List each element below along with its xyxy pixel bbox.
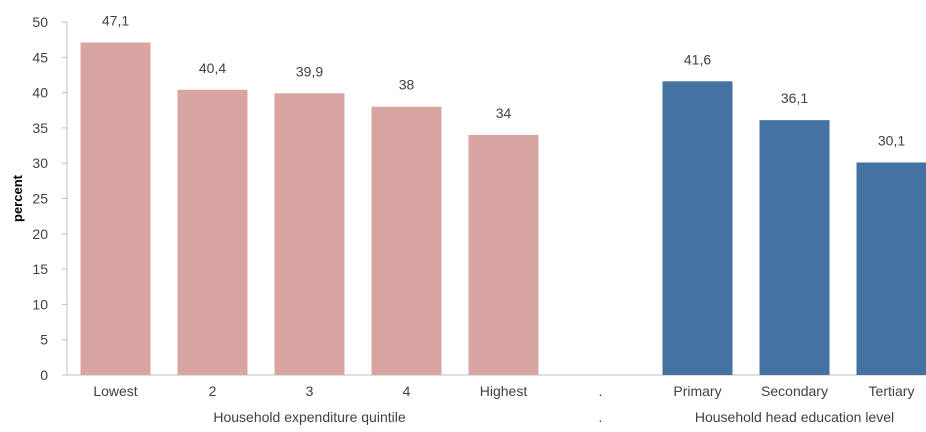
- bar: [81, 42, 151, 375]
- data-label: 30,1: [878, 132, 905, 148]
- data-label: 41,6: [684, 51, 711, 67]
- bar: [469, 135, 539, 375]
- x-category-label: 4: [403, 383, 411, 399]
- x-group-label: Household head education level: [695, 409, 894, 425]
- x-category-label: Primary: [673, 383, 721, 399]
- y-tick-label: 45: [32, 49, 48, 65]
- data-label: 40,4: [199, 60, 226, 76]
- y-tick-label: 10: [32, 296, 48, 312]
- x-category-label: Secondary: [761, 383, 828, 399]
- separator-dot: .: [599, 383, 603, 399]
- bar: [760, 120, 830, 375]
- y-tick-label: 25: [32, 191, 48, 207]
- bar: [275, 93, 345, 375]
- bar: [178, 90, 248, 375]
- y-tick-label: 50: [32, 14, 48, 30]
- y-tick-label: 5: [40, 332, 48, 348]
- x-category-label: Highest: [480, 383, 528, 399]
- data-label: 47,1: [102, 12, 129, 28]
- data-label: 36,1: [781, 90, 808, 106]
- data-label: 38: [399, 77, 415, 93]
- x-group-label: Household expenditure quintile: [213, 409, 405, 425]
- y-tick-label: 35: [32, 120, 48, 136]
- x-category-label: 2: [209, 383, 217, 399]
- y-tick-label: 40: [32, 85, 48, 101]
- y-tick-label: 20: [32, 226, 48, 242]
- bar: [857, 162, 926, 375]
- y-tick-label: 0: [40, 367, 48, 383]
- bar: [372, 107, 442, 375]
- x-category-label: Tertiary: [869, 383, 915, 399]
- y-tick-label: 15: [32, 261, 48, 277]
- data-label: 34: [496, 105, 512, 121]
- separator-dot: .: [599, 409, 603, 425]
- y-tick-label: 30: [32, 155, 48, 171]
- data-label: 39,9: [296, 63, 323, 79]
- y-axis-title: percent: [10, 174, 25, 222]
- x-category-label: Lowest: [93, 383, 137, 399]
- x-category-label: 3: [306, 383, 314, 399]
- bar: [663, 81, 733, 375]
